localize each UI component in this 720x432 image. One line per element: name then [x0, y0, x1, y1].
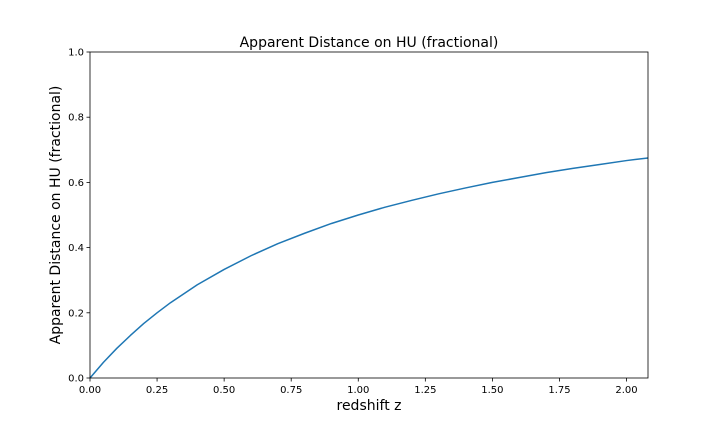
- series-line-0: [89, 157, 649, 379]
- y-axis-label: Apparent Distance on HU (fractional): [48, 86, 64, 345]
- x-tick-label: 0.75: [280, 385, 302, 396]
- x-tick-label: 1.00: [347, 385, 369, 396]
- y-tick-label: 0.8: [68, 113, 84, 124]
- y-tick-label: 0.4: [68, 243, 84, 254]
- y-tick-label: 0.2: [68, 308, 84, 319]
- y-tick-label: 0.0: [68, 374, 84, 385]
- x-tick-label: 1.50: [481, 385, 503, 396]
- y-axis-ticks: 0.0 0.2 0.4 0.6 0.8 1.0: [68, 48, 90, 385]
- x-axis-ticks: 0.00 0.25 0.50 0.75 1.00 1.25 1.50 1.75 2.00: [79, 378, 638, 396]
- y-tick-label: 0.6: [68, 178, 84, 189]
- series-layer: [89, 157, 649, 379]
- x-tick-label: 2.00: [615, 385, 637, 396]
- x-tick-label: 1.75: [548, 385, 570, 396]
- x-tick-label: 0.25: [146, 385, 168, 396]
- x-axis-label: redshift z: [337, 398, 402, 414]
- plot-frame: [89, 51, 649, 379]
- x-tick-label: 1.25: [414, 385, 436, 396]
- x-tick-label: 0.50: [213, 385, 235, 396]
- chart-title: Apparent Distance on HU (fractional): [240, 35, 499, 51]
- y-tick-label: 1.0: [68, 48, 84, 59]
- x-tick-label: 0.00: [79, 385, 101, 396]
